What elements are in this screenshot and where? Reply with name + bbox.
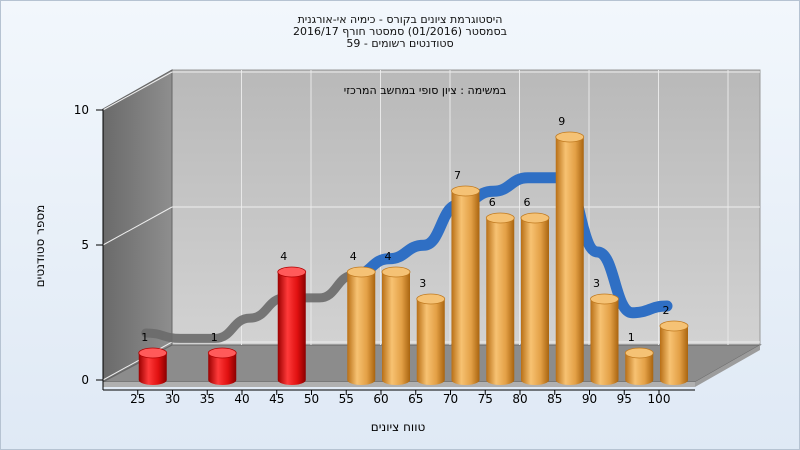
distribution-curve-passing [348, 172, 673, 319]
value-label: 4 [350, 250, 357, 263]
bar-body [660, 326, 688, 385]
bar-top [590, 293, 619, 305]
bar [485, 212, 515, 385]
bar [207, 347, 237, 385]
y-axis-label: מספר סטודנטים [33, 205, 47, 288]
bar-top [277, 266, 307, 278]
bar [451, 185, 480, 385]
bar-body [521, 218, 549, 385]
grid-line-side [102, 71, 173, 111]
axes: 0 5 10 25 30 35 40 45 50 55 60 65 70 75 80 85 90 95 100 [74, 103, 695, 406]
x-tick-label: 80 [512, 392, 527, 406]
y-tick-label: 0 [81, 373, 89, 387]
chart-annotation: במשימה : ציון סופי במחשב המרכזי [344, 84, 507, 97]
chart-title-line-2: בסמסטר (01/2016) סמסטר חורף 2016/17 [293, 25, 507, 38]
x-tick-label: 85 [547, 392, 562, 406]
x-tick-label: 35 [200, 392, 215, 406]
floor-right-edge [695, 345, 760, 387]
bar [555, 131, 585, 385]
bar-top [138, 347, 168, 359]
bar [590, 293, 619, 385]
grid-line-side [102, 341, 173, 381]
value-label: 2 [663, 304, 670, 317]
bar-body [347, 272, 376, 385]
bar [277, 266, 307, 385]
y-tick-label: 5 [81, 238, 89, 252]
value-label: 1 [628, 331, 635, 344]
value-label: 7 [454, 169, 461, 182]
bar-top [520, 212, 550, 224]
x-tick-label: 65 [408, 392, 423, 406]
value-label: 4 [280, 250, 287, 263]
bar-top [624, 347, 654, 359]
value-label: 4 [385, 250, 392, 263]
bar [381, 266, 411, 385]
chart-title-line-1: היסטוגרמת ציונים בקורס - כימיה אי-אורגני… [297, 13, 503, 26]
bar-body [416, 299, 445, 385]
bar-body [208, 353, 237, 385]
chart-title-line-3: סטודנטים רשומים - 59 [346, 37, 454, 50]
x-tick-label: 55 [339, 392, 354, 406]
value-labels: 1 1 4 4 4 3 7 6 6 9 3 1 2 [141, 115, 669, 344]
bar-body [277, 272, 306, 385]
x-tick-label: 40 [234, 392, 249, 406]
x-tick-label: 30 [165, 392, 180, 406]
x-tick-label: 45 [269, 392, 284, 406]
x-tick-label: 70 [443, 392, 458, 406]
bar-top [346, 266, 376, 278]
value-label: 6 [524, 196, 531, 209]
x-tick-label: 90 [582, 392, 597, 406]
bar [624, 347, 654, 385]
bar [138, 347, 168, 385]
bar-top [659, 320, 689, 332]
bar [520, 212, 550, 385]
bar [416, 293, 446, 385]
bar-body [590, 299, 619, 385]
value-label: 9 [558, 115, 565, 128]
x-tick-label: 95 [617, 392, 632, 406]
bars [138, 131, 689, 385]
bar [659, 320, 689, 385]
bar-top [485, 212, 515, 224]
value-label: 3 [593, 277, 600, 290]
x-tick-label: 60 [373, 392, 388, 406]
bar-body [451, 191, 480, 385]
bar-body [382, 272, 410, 385]
bar-top [416, 293, 446, 305]
distribution-curve [141, 172, 673, 343]
bar-body [625, 353, 654, 385]
bar-body [138, 353, 167, 385]
x-axis-label: טווח ציונים [371, 420, 426, 434]
bar-top [207, 347, 237, 359]
x-tick-label: 75 [478, 392, 493, 406]
value-label: 3 [419, 277, 426, 290]
grid-line-side [102, 206, 173, 246]
bar-body [555, 137, 584, 385]
bar-top [555, 131, 585, 143]
x-tick-label: 50 [304, 392, 319, 406]
bar-top [451, 185, 480, 197]
bar-top [381, 266, 411, 278]
distribution-curve-failing [141, 270, 359, 343]
x-tick-label: 25 [130, 392, 145, 406]
bar [346, 266, 376, 385]
bar-body [486, 218, 515, 385]
x-tick-label: 100 [648, 392, 671, 406]
value-label: 1 [141, 331, 148, 344]
value-label: 1 [211, 331, 218, 344]
y-tick-label: 10 [74, 103, 89, 117]
value-label: 6 [489, 196, 496, 209]
